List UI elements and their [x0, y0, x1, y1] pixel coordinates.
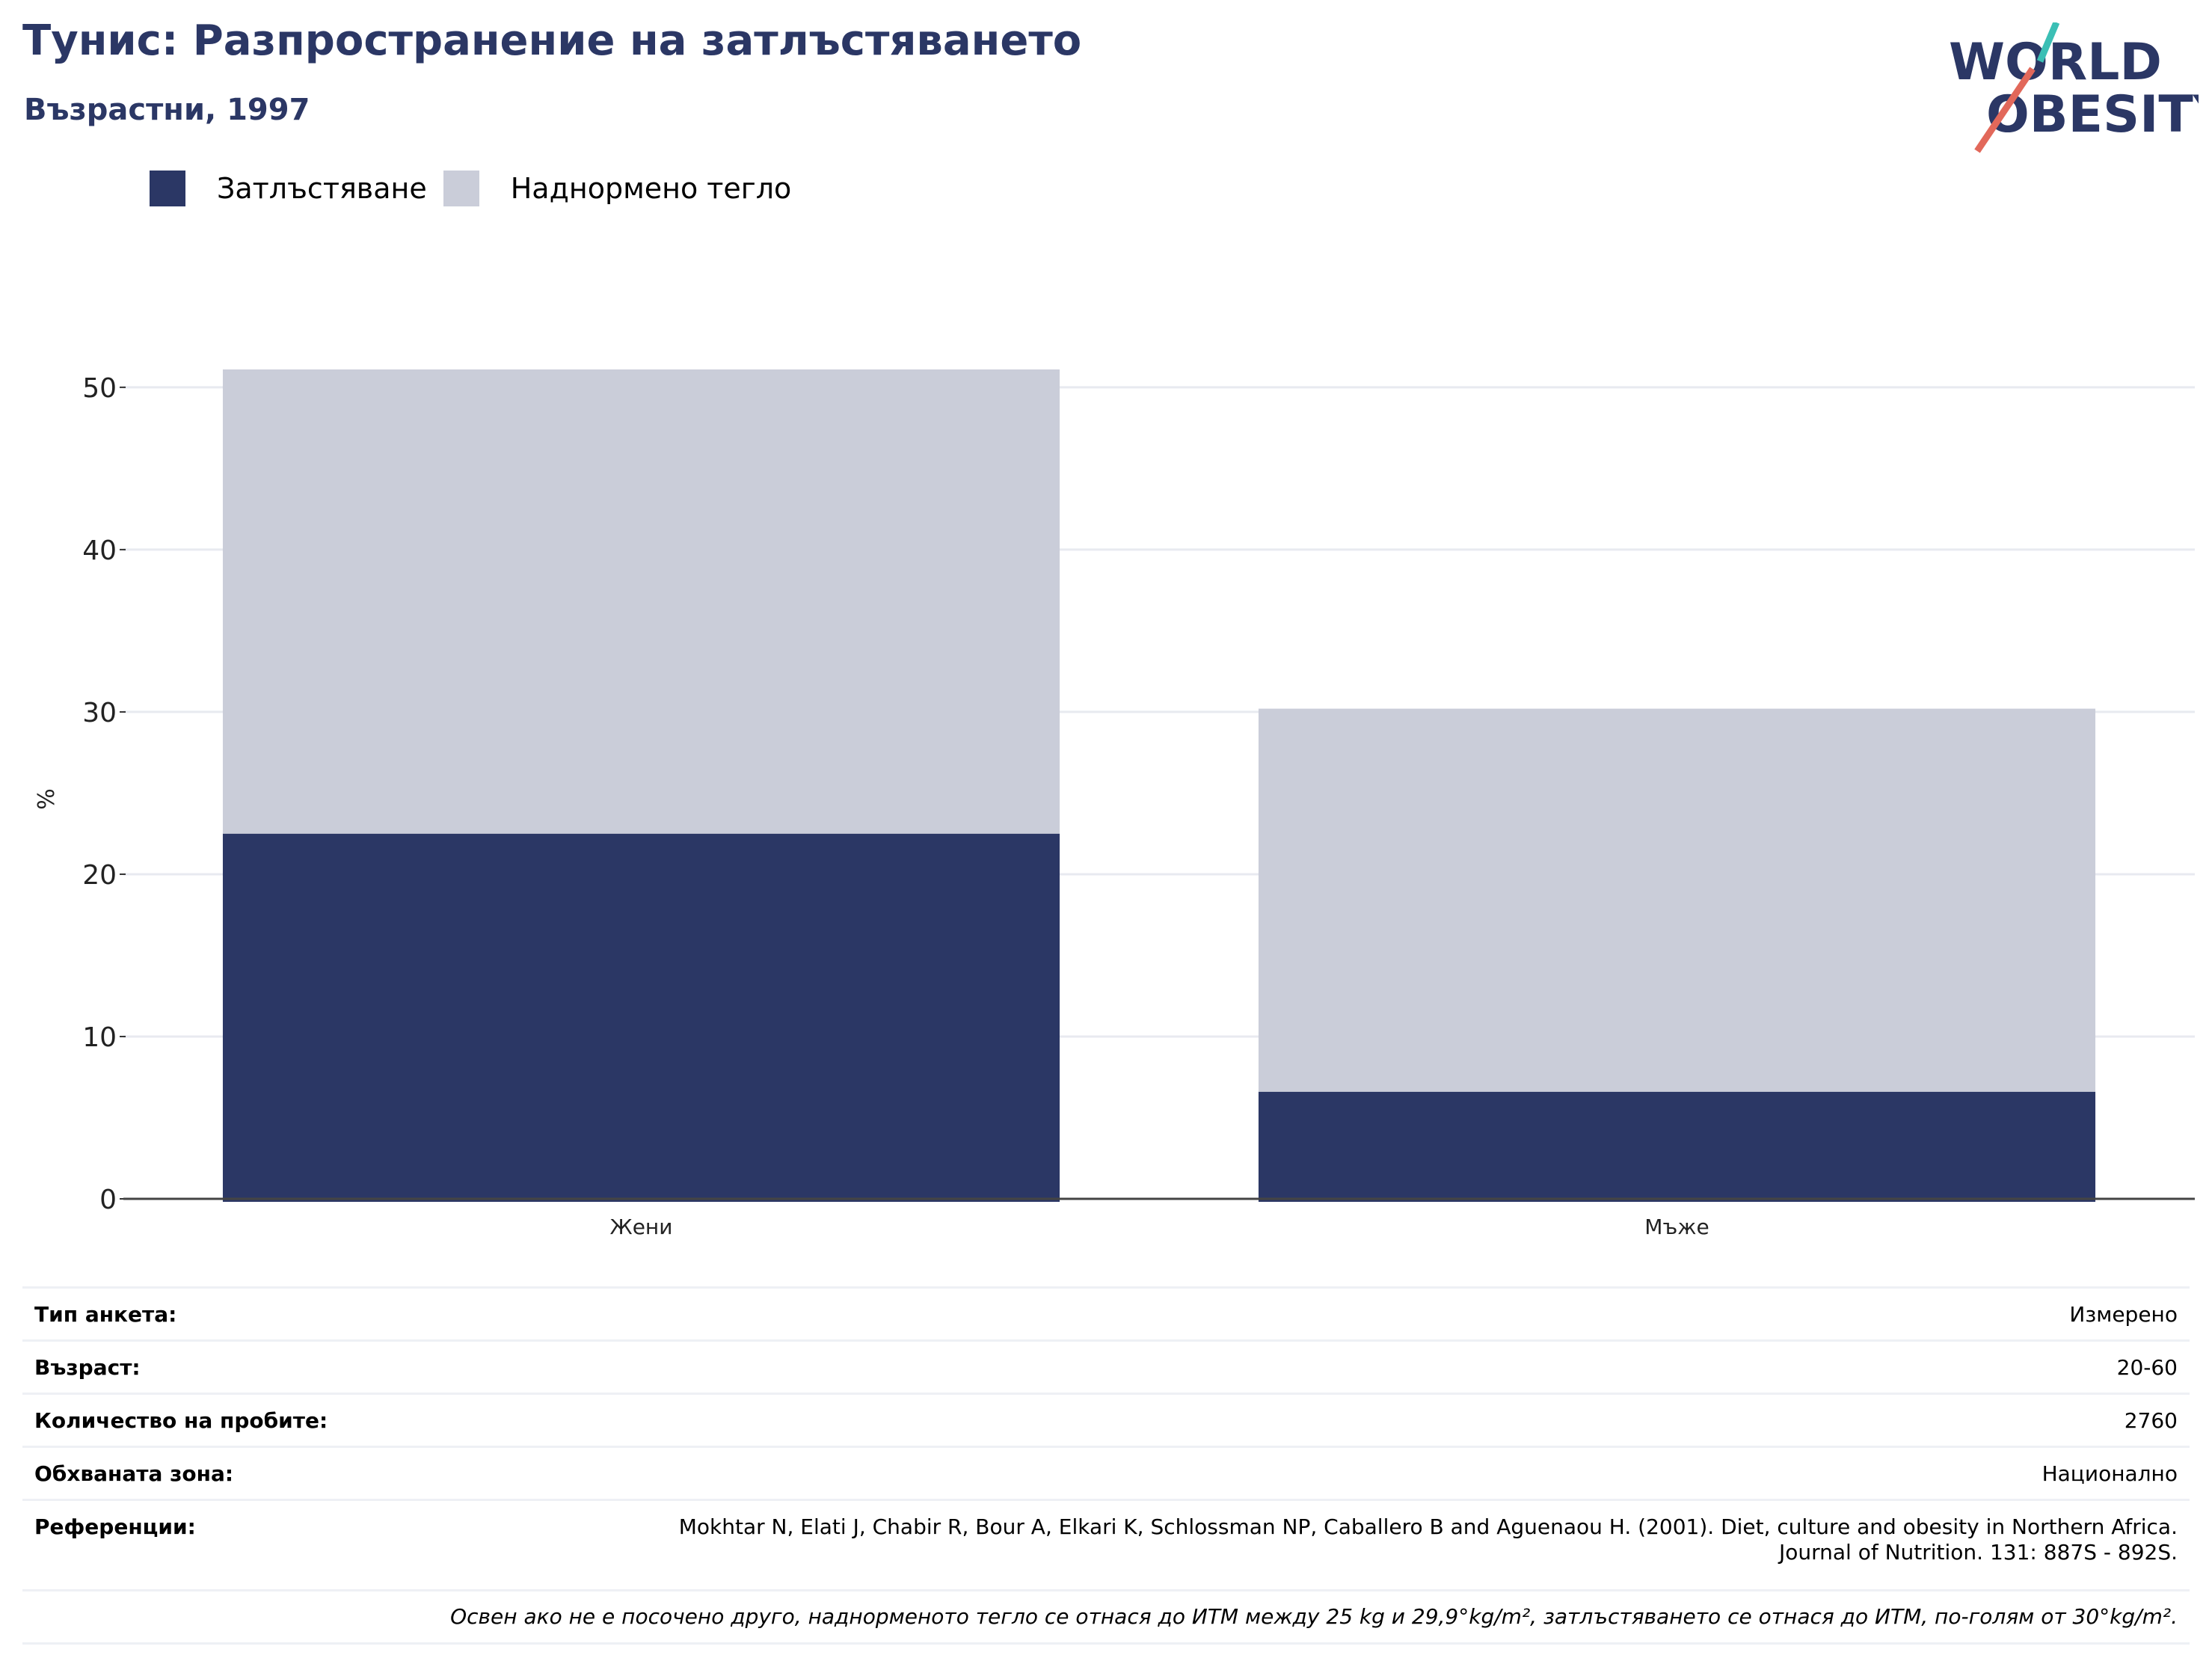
- y-axis-label: %: [34, 788, 60, 810]
- world-obesity-logo: WORLD OBESITY: [1949, 22, 2199, 153]
- legend-item-overweight: Наднормено тегло: [443, 171, 792, 206]
- info-row-references: Референции: Mokhtar N, Elati J, Chabir R…: [22, 1499, 2190, 1589]
- y-tick-label: 0: [99, 1185, 117, 1215]
- info-row-age: Възраст: 20-60: [22, 1339, 2190, 1393]
- definition-note: Освен ако не е посочено друго, наднормен…: [22, 1589, 2190, 1645]
- chart-title: Тунис: Разпространение на затлъстяването: [22, 16, 1082, 65]
- stacked-bar-chart: 0 10 20 30 40 50% Жени Мъже: [34, 369, 2195, 1239]
- logo-line2: OBESITY: [1986, 85, 2199, 144]
- y-tick-label: 40: [82, 535, 117, 566]
- survey-info-table: Тип анкета: Измерено Възраст: 20-60 Коли…: [22, 1286, 2190, 1645]
- info-key-sample-size: Количество на пробите:: [34, 1407, 328, 1433]
- info-key-survey-type: Тип анкета:: [34, 1301, 177, 1327]
- logo-line1: WORLD: [1949, 33, 2162, 92]
- info-row-sample-size: Количество на пробите: 2760: [22, 1393, 2190, 1446]
- bar-obesity: [222, 833, 1060, 1202]
- logo-red-stroke: [1974, 67, 2036, 153]
- chart-subtitle: Възрастни, 1997: [24, 93, 310, 127]
- legend-label-obesity: Затлъстяване: [217, 172, 427, 205]
- logo-teal-stroke: [2036, 22, 2060, 63]
- info-row-coverage: Обхваната зона: Национално: [22, 1446, 2190, 1499]
- info-key-age: Възраст:: [34, 1354, 141, 1380]
- info-value-survey-type: Измерено: [2069, 1301, 2178, 1327]
- y-tick-label: 30: [82, 698, 117, 728]
- info-value-coverage: Национално: [2042, 1461, 2178, 1486]
- bar-overweight: [1258, 708, 2096, 1092]
- legend-label-overweight: Наднормено тегло: [510, 172, 792, 205]
- y-tick-label: 10: [82, 1022, 117, 1053]
- y-tick-label: 20: [82, 860, 117, 891]
- x-tick-label: Мъже: [1644, 1215, 1709, 1239]
- info-key-coverage: Обхваната зона:: [34, 1461, 234, 1486]
- bar-overweight: [222, 369, 1060, 834]
- info-value-references: Mokhtar N, Elati J, Chabir R, Bour A, El…: [678, 1514, 2178, 1565]
- x-tick-label: Жени: [610, 1215, 673, 1239]
- info-value-sample-size: 2760: [2124, 1407, 2178, 1433]
- legend-swatch-obesity: [150, 171, 185, 206]
- info-row-survey-type: Тип анкета: Измерено: [22, 1286, 2190, 1339]
- bar-obesity: [1258, 1091, 2096, 1202]
- info-key-references: Референции:: [34, 1514, 196, 1539]
- legend-swatch-overweight: [443, 171, 479, 206]
- chart-legend: Затлъстяване Наднормено тегло: [150, 171, 808, 206]
- info-value-age: 20-60: [2116, 1354, 2178, 1380]
- legend-item-obesity: Затлъстяване: [150, 171, 427, 206]
- y-tick-label: 50: [82, 373, 117, 404]
